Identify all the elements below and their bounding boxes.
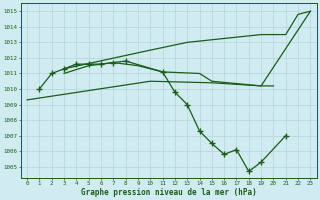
X-axis label: Graphe pression niveau de la mer (hPa): Graphe pression niveau de la mer (hPa)	[81, 188, 257, 197]
